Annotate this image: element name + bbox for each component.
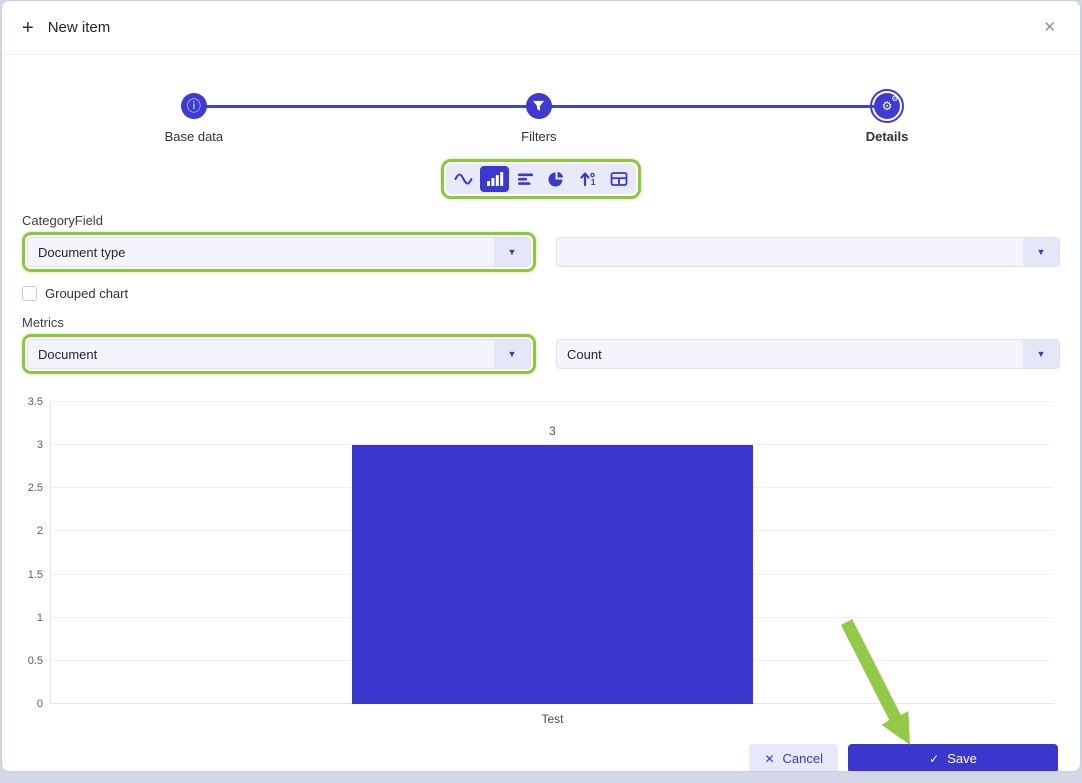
annotation-highlight-toolbar: 1: [441, 159, 641, 199]
x-icon: ✕: [764, 751, 775, 766]
chart-plot: 0 0.5 1 1.5 2 2.5 3 3.5 3 Test: [28, 396, 1054, 726]
y-axis-tick-label: 3.5: [27, 396, 43, 408]
metrics-aggregation-value: Count: [567, 346, 602, 362]
y-axis-tick-label: 1.5: [27, 568, 43, 581]
y-axis-tick-label: 3: [36, 439, 43, 452]
category-field-value: Document type: [38, 244, 126, 260]
line-chart-icon[interactable]: [449, 166, 478, 192]
svg-text:1: 1: [590, 177, 595, 187]
save-button[interactable]: ✓ Save: [848, 744, 1058, 771]
chevron-down-icon: ▼: [1023, 340, 1059, 368]
info-icon: ⓘ: [180, 93, 207, 119]
filter-icon: [525, 93, 552, 119]
grouped-chart-checkbox-row[interactable]: Grouped chart: [22, 286, 1060, 301]
gridline: [51, 401, 1054, 402]
wizard-stepper: ⓘ Base data Filters ⚙ ⚙ Details: [2, 89, 1080, 153]
step-base-data[interactable]: ⓘ Base data: [124, 89, 264, 144]
active-step-ring: ⚙ ⚙: [870, 89, 905, 123]
annotation-highlight-category-dropdown: Document type ▼: [22, 232, 536, 272]
save-button-label: Save: [947, 751, 977, 766]
chart-type-toolbar: 1: [446, 164, 636, 194]
step-details[interactable]: ⚙ ⚙ Details: [817, 89, 957, 144]
metrics-aggregation-dropdown[interactable]: Count ▼: [556, 339, 1060, 369]
metrics-field-value: Document: [38, 346, 98, 362]
grouped-chart-label: Grouped chart: [45, 286, 129, 301]
metrics-field-dropdown[interactable]: Document ▼: [27, 339, 531, 369]
gears-icon: ⚙ ⚙: [874, 93, 901, 119]
category-subfield-dropdown[interactable]: ▼: [556, 237, 1060, 267]
step-label-filters: Filters: [521, 129, 557, 144]
dialog-header: + New item ✕: [2, 1, 1080, 55]
annotation-highlight-metrics-dropdown: Document ▼: [22, 334, 536, 374]
dialog-title: New item: [47, 19, 111, 36]
chart-preview: 0 0.5 1 1.5 2 2.5 3 3.5 3 Test: [10, 390, 1060, 730]
check-icon: ✓: [929, 751, 940, 766]
y-axis-tick-label: 1: [36, 611, 43, 624]
metrics-label: Metrics: [22, 315, 64, 330]
y-axis-tick-label: 2.5: [27, 482, 43, 495]
pie-chart-icon[interactable]: [542, 166, 571, 192]
x-axis-category-label: Test: [541, 712, 564, 726]
table-icon[interactable]: [604, 166, 633, 192]
step-filters[interactable]: Filters: [469, 89, 609, 144]
category-field-dropdown[interactable]: Document type ▼: [27, 237, 531, 267]
chevron-down-icon: ▼: [494, 340, 530, 368]
horizontal-bar-chart-icon[interactable]: [511, 166, 540, 192]
step-label-details: Details: [865, 129, 909, 144]
y-axis-tick-label: 2: [36, 525, 43, 538]
close-icon[interactable]: ✕: [1043, 19, 1056, 36]
plus-icon: +: [22, 16, 34, 39]
cancel-button[interactable]: ✕ Cancel: [749, 744, 838, 771]
chart-bar: [351, 445, 754, 704]
cancel-button-label: Cancel: [782, 751, 823, 766]
step-label-base-data: Base data: [164, 129, 224, 144]
bar-chart-icon[interactable]: [480, 166, 509, 192]
numeric-metric-icon[interactable]: 1: [573, 166, 602, 192]
grouped-chart-checkbox[interactable]: [22, 286, 37, 301]
bar-value-label: 3: [549, 424, 556, 439]
category-field-label: CategoryField: [22, 213, 103, 228]
gridline: [51, 444, 1054, 446]
details-form: CategoryField Document type ▼ ▼ Grouped …: [2, 213, 1080, 374]
y-axis-tick-label: 0: [36, 698, 43, 710]
chevron-down-icon: ▼: [1023, 238, 1059, 266]
y-axis-tick-label: 0.5: [27, 654, 43, 667]
chevron-down-icon: ▼: [494, 238, 530, 266]
dialog-footer: ✕ Cancel ✓ Save: [2, 730, 1080, 771]
